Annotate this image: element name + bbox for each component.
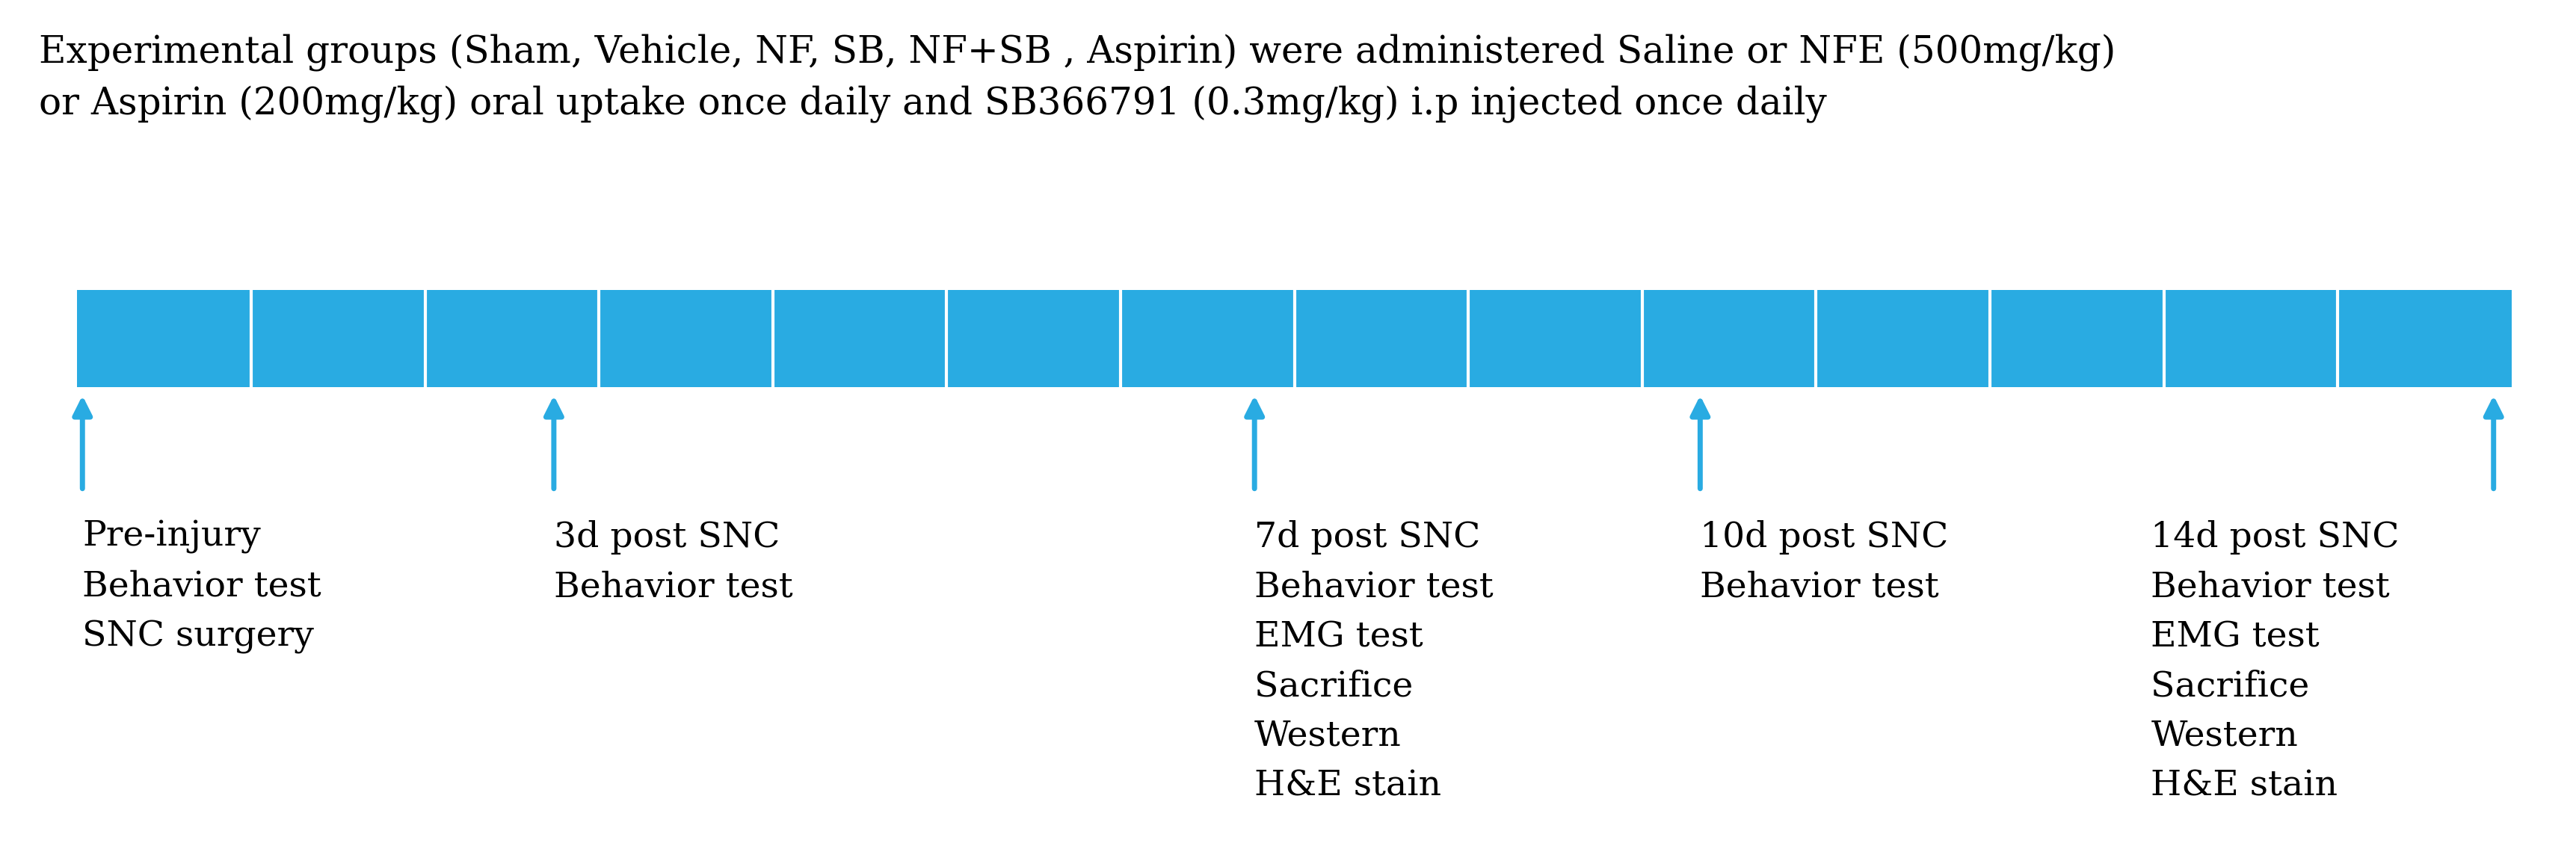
Text: 7d post SNC
Behavior test
EMG test
Sacrifice
Western
H&E stain: 7d post SNC Behavior test EMG test Sacri…	[1255, 520, 1494, 803]
Text: 3d post SNC
Behavior test: 3d post SNC Behavior test	[554, 520, 793, 604]
Text: Pre-injury
Behavior test
SNC surgery: Pre-injury Behavior test SNC surgery	[82, 520, 322, 654]
Bar	[77, 289, 2512, 387]
Text: Experimental groups (Sham, Vehicle, NF, SB, NF+SB , Aspirin) were administered S: Experimental groups (Sham, Vehicle, NF, …	[39, 34, 2115, 123]
Text: 14d post SNC
Behavior test
EMG test
Sacrifice
Western
H&E stain: 14d post SNC Behavior test EMG test Sacr…	[2151, 520, 2398, 803]
Text: 10d post SNC
Behavior test: 10d post SNC Behavior test	[1700, 520, 1947, 604]
